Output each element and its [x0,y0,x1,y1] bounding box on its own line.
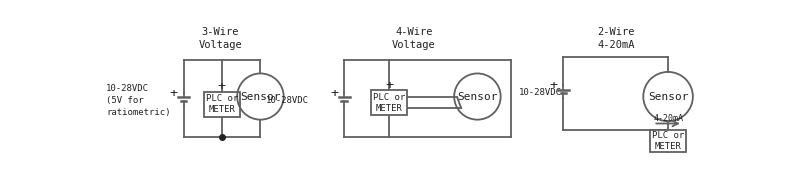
Text: 3-Wire
Voltage: 3-Wire Voltage [198,27,242,51]
Text: +: + [170,87,178,100]
Text: PLC or
METER: PLC or METER [652,131,684,151]
Bar [371,90,407,115]
Text: 4-Wire
Voltage: 4-Wire Voltage [392,27,436,51]
Bar [204,92,239,117]
Text: Sensor: Sensor [457,91,498,102]
Bar [650,130,686,152]
Text: PLC or
METER: PLC or METER [373,93,405,113]
Text: 10-28VDC: 10-28VDC [518,88,562,97]
Text: 10-28VDC: 10-28VDC [266,96,309,105]
Text: +: + [330,87,338,100]
Text: +: + [385,79,393,91]
Text: +: + [550,79,558,92]
Text: 10-28VDC
(5V for
ratiometric): 10-28VDC (5V for ratiometric) [106,84,170,117]
Text: Sensor: Sensor [648,91,688,102]
Text: 4-20mA: 4-20mA [653,114,683,123]
Text: Sensor: Sensor [240,91,281,102]
Text: PLC or
METER: PLC or METER [206,94,238,114]
Text: 2-Wire
4-20mA: 2-Wire 4-20mA [598,27,635,51]
Text: +: + [218,80,226,93]
